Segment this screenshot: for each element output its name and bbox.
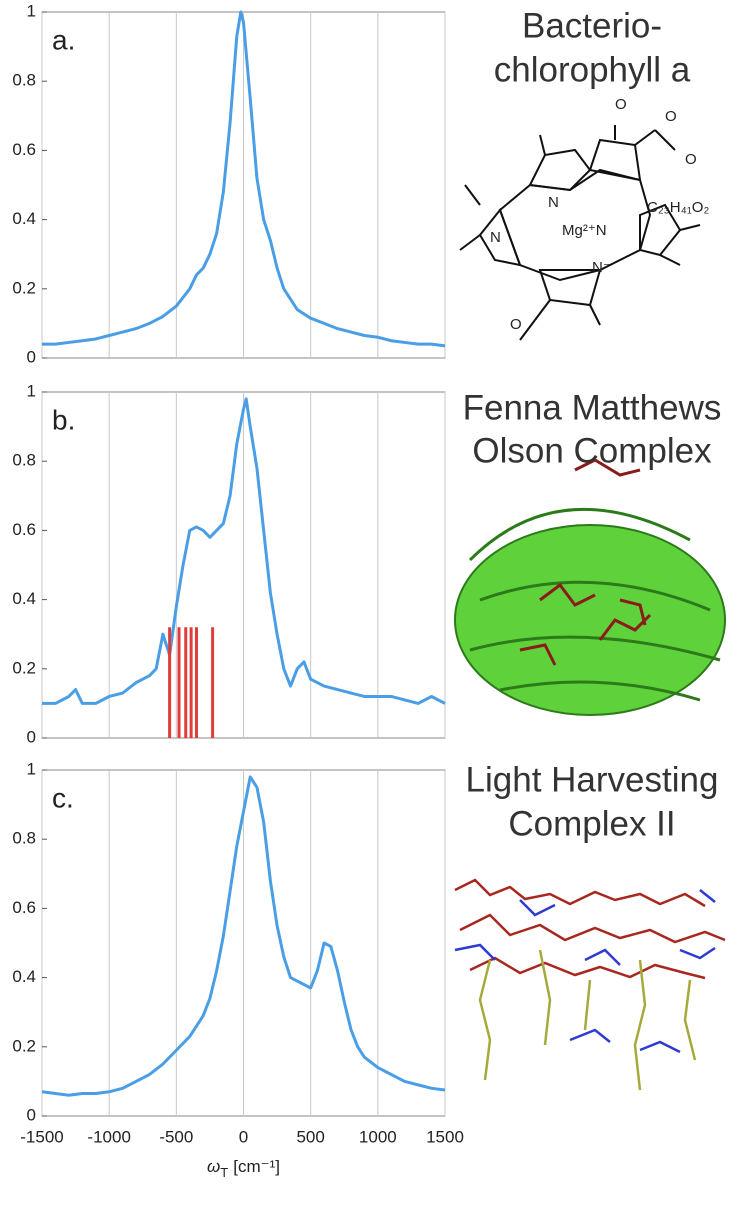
- y-tick-label: 0.2: [12, 658, 36, 677]
- x-axis-label: ωT [cm⁻¹]: [207, 1157, 280, 1180]
- data-line: [41, 775, 446, 1097]
- atom-label: Mg²⁺N: [562, 222, 607, 239]
- y-tick-label: 0.6: [12, 898, 36, 917]
- y-tick-label: 0.8: [12, 829, 36, 848]
- y-tick-label: 0.6: [12, 140, 36, 159]
- x-tick-label: -1000: [87, 1127, 130, 1146]
- molecule-structure: [459, 125, 701, 341]
- panel-title: Fenna Matthews: [463, 388, 722, 427]
- x-tick-label: 0: [239, 1127, 248, 1146]
- y-tick-label: 0.4: [12, 589, 36, 608]
- atom-label: N: [490, 229, 501, 246]
- y-tick-label: 0.2: [12, 1036, 36, 1055]
- x-tick-label: -1500: [20, 1127, 63, 1146]
- panel-title: Bacterio-: [522, 6, 662, 45]
- y-tick-label: 0.4: [12, 967, 36, 986]
- atom-label: O: [685, 151, 697, 168]
- x-tick-label: 500: [296, 1127, 324, 1146]
- x-axis-label-part: T: [220, 1165, 228, 1180]
- panel-label: b.: [52, 404, 75, 435]
- panel-title: Olson Complex: [472, 431, 712, 470]
- data-line: [42, 10, 446, 348]
- atom-label: C₂₃H₄₁O₂: [647, 199, 709, 216]
- x-tick-label: -500: [159, 1127, 193, 1146]
- x-tick-label: 1000: [359, 1127, 397, 1146]
- data-line: [42, 397, 446, 705]
- panel-title: Light Harvesting: [466, 760, 719, 799]
- y-tick-label: 1: [27, 1, 36, 20]
- y-tick-label: 0.2: [12, 278, 36, 297]
- y-tick-label: 1: [27, 759, 36, 778]
- x-tick-label: 1500: [426, 1127, 464, 1146]
- atom-label: N: [548, 194, 559, 211]
- atom-label: N⁻: [592, 259, 611, 276]
- y-tick-label: 1: [27, 381, 36, 400]
- y-tick-label: 0.4: [12, 209, 36, 228]
- panel-label: a.: [52, 24, 75, 55]
- panel-title: Complex II: [508, 804, 675, 843]
- atom-label: O: [665, 108, 677, 125]
- protein-fmo: [454, 458, 726, 716]
- panel-title: chlorophyll a: [494, 50, 691, 89]
- atom-label: O: [615, 96, 627, 113]
- y-tick-label: 0: [27, 727, 36, 746]
- y-tick-label: 0: [27, 1105, 36, 1124]
- y-tick-label: 0.6: [12, 520, 36, 539]
- protein-lhcii: [454, 878, 726, 1091]
- y-tick-label: 0: [27, 347, 36, 366]
- x-axis-label-part: ω: [207, 1157, 220, 1176]
- panel-label: c.: [52, 782, 74, 813]
- y-tick-label: 0.8: [12, 71, 36, 90]
- y-tick-label: 0.8: [12, 451, 36, 470]
- x-axis-label-part: [cm⁻¹]: [233, 1157, 280, 1176]
- atom-label: O: [510, 316, 522, 333]
